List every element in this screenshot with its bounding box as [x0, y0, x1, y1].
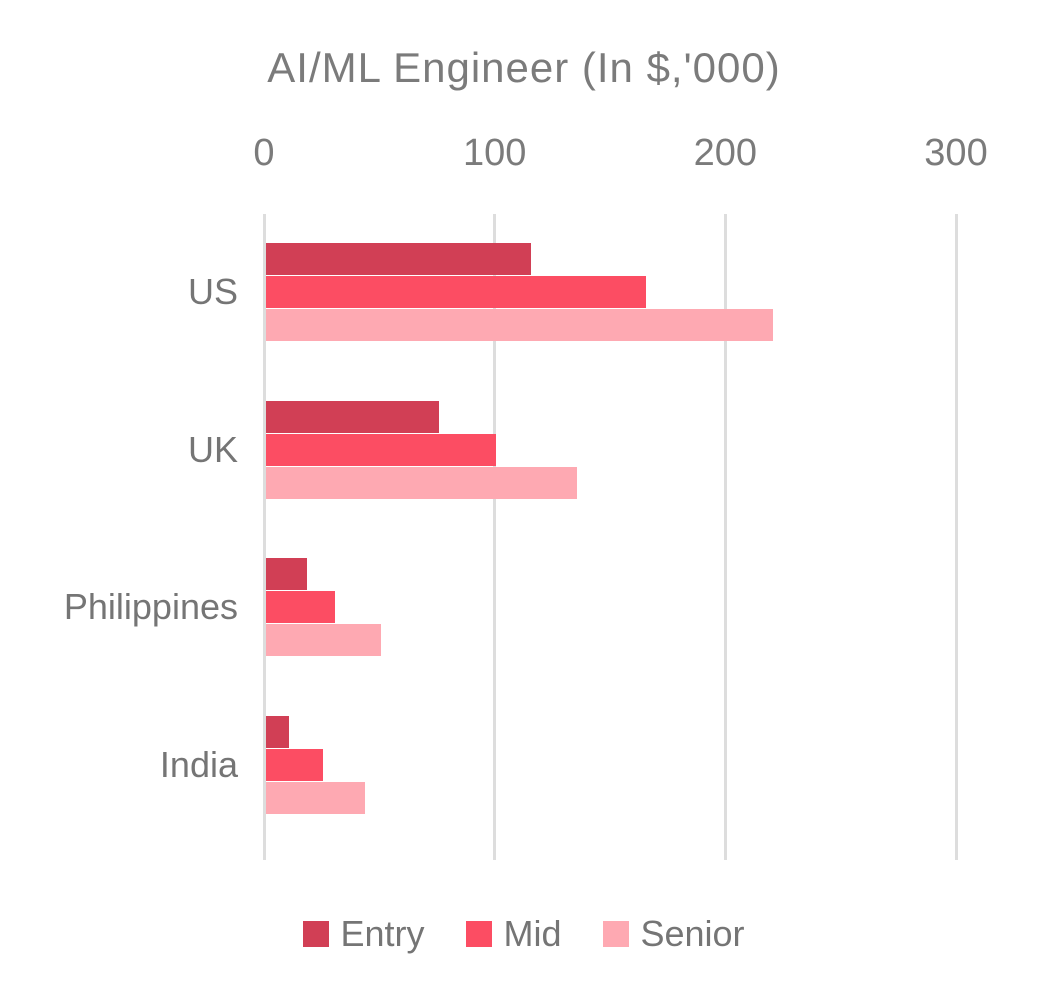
bar-india-mid [265, 749, 324, 782]
gridline [954, 214, 958, 860]
bar-india-entry [265, 716, 289, 749]
bar-uk-mid [265, 433, 497, 466]
gridline [262, 214, 266, 860]
bar-us-entry [265, 243, 531, 275]
x-tick-label: 300 [924, 132, 988, 174]
bar-us-senior [265, 309, 773, 341]
legend-swatch-mid [466, 921, 493, 947]
chart-title: AI/ML Engineer (In $,'000) [267, 44, 781, 91]
legend: Entry Mid Senior [0, 912, 1048, 956]
category-label-india: India [159, 744, 238, 786]
legend-item-entry: Entry [303, 913, 424, 955]
bar-us-mid [265, 276, 647, 308]
x-tick-label: 100 [462, 132, 527, 174]
category-label-us: US [187, 271, 238, 312]
gridline [493, 214, 497, 860]
legend-item-senior: Senior [603, 913, 745, 955]
category-label-uk: UK [187, 428, 238, 470]
bar-uk-entry [265, 400, 439, 433]
legend-label-senior: Senior [640, 913, 745, 954]
legend-item-mid: Mid [466, 913, 561, 955]
bar-india-senior [265, 782, 365, 815]
bar-philippines-mid [265, 591, 335, 624]
bar-philippines-senior [265, 624, 381, 657]
category-label-philippines: Philippines [63, 586, 238, 628]
legend-swatch-entry [303, 921, 330, 947]
gridline [723, 214, 727, 860]
legend-swatch-senior [603, 921, 630, 947]
legend-label-mid: Mid [503, 913, 562, 954]
bar-uk-senior [265, 466, 577, 499]
bar-philippines-entry [265, 558, 308, 591]
x-tick-label: 200 [693, 132, 758, 174]
legend-label-entry: Entry [340, 913, 425, 954]
x-tick-label: 0 [253, 132, 275, 174]
